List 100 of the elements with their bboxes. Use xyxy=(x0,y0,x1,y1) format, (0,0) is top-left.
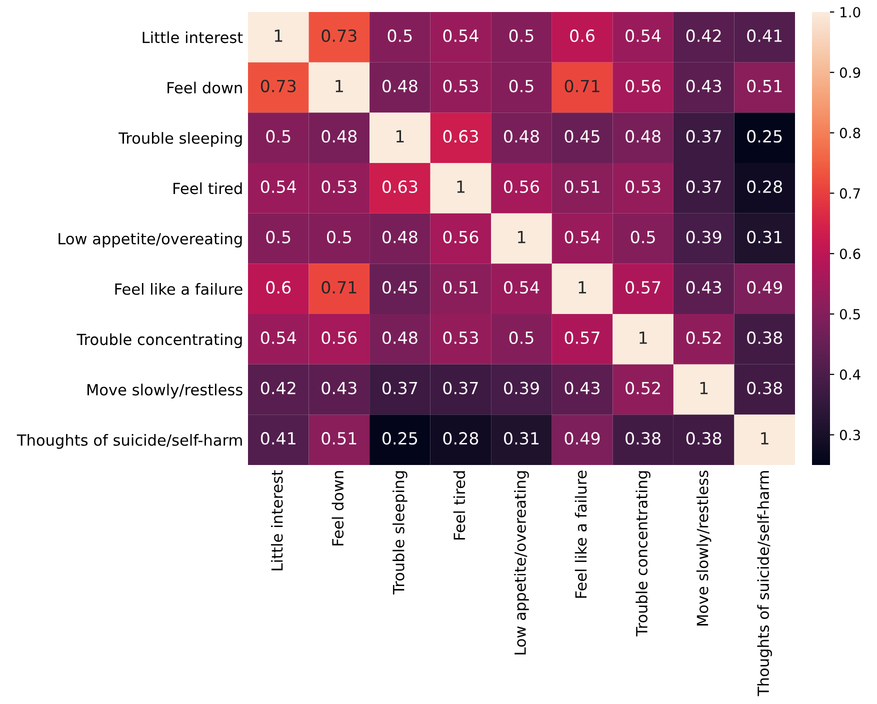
color-bar-label: 1.0 xyxy=(840,6,860,18)
data-label: 1 xyxy=(457,180,464,193)
data-label: 0.73 xyxy=(260,80,296,92)
data-label: 0.45 xyxy=(564,130,600,143)
data-label: 0.52 xyxy=(626,382,660,394)
x-tick-label: Feel tired xyxy=(453,471,466,540)
data-label: 0.41 xyxy=(260,432,296,445)
data-label: 0.51 xyxy=(747,80,782,92)
data-label: 0.31 xyxy=(747,230,782,244)
data-label: 0.38 xyxy=(747,331,782,344)
data-label: 0.48 xyxy=(382,80,418,92)
data-label: 1 xyxy=(578,281,586,294)
data-label: 0.63 xyxy=(443,130,478,143)
data-label: 0.57 xyxy=(626,281,660,294)
data-label: 0.5 xyxy=(509,80,534,92)
y-tick-label: Low appetite/overeating xyxy=(58,232,242,248)
data-label: 0.71 xyxy=(564,80,600,92)
data-label: 0.53 xyxy=(443,80,478,92)
data-label: 0.28 xyxy=(443,432,478,445)
x-tick-label: Feel like a failure xyxy=(574,470,587,598)
data-label: 0.42 xyxy=(686,29,721,42)
y-tick-label: Feel down xyxy=(168,82,242,94)
data-label: 0.51 xyxy=(443,281,478,294)
data-label: 0.37 xyxy=(686,130,721,143)
data-label: 0.63 xyxy=(382,180,418,194)
data-label: 0.5 xyxy=(266,230,290,244)
data-label: 0.43 xyxy=(686,80,722,92)
data-label: 0.5 xyxy=(388,29,412,42)
data-label: 0.6 xyxy=(266,281,291,294)
data-label: 0.45 xyxy=(382,281,418,294)
y-tick-label: Trouble concentrating xyxy=(76,333,242,348)
data-label: 0.28 xyxy=(747,180,782,194)
data-label: 0.54 xyxy=(260,331,296,344)
data-label: 0.5 xyxy=(266,130,290,143)
data-label: 0.49 xyxy=(564,432,600,445)
y-tick-label: Feel like a failure xyxy=(115,283,242,295)
data-label: 0.37 xyxy=(382,382,418,394)
data-label: 0.5 xyxy=(509,29,534,42)
y-tick-label: Trouble sleeping xyxy=(118,132,242,147)
data-label: 0.53 xyxy=(443,331,478,344)
x-tick-label: Trouble concentrating xyxy=(636,471,650,636)
data-label: 0.38 xyxy=(686,432,722,445)
data-label: 0.53 xyxy=(322,180,356,194)
data-label: 1 xyxy=(700,382,708,394)
color-bar-label: 0.7 xyxy=(840,188,860,199)
data-label: 0.73 xyxy=(322,29,356,42)
data-label: 0.56 xyxy=(322,331,357,344)
data-label: 0.43 xyxy=(322,382,356,394)
color-bar-label: 0.9 xyxy=(840,67,860,78)
data-label: 0.48 xyxy=(382,230,418,244)
data-label: 0.41 xyxy=(747,29,782,42)
data-label: 0.37 xyxy=(686,180,721,194)
data-label: 0.57 xyxy=(564,331,600,344)
x-tick-label: Thoughts of suicide/self-harm xyxy=(757,471,772,696)
data-label: 0.48 xyxy=(322,130,357,143)
data-label: 0.51 xyxy=(564,180,600,194)
data-label: 0.54 xyxy=(443,29,478,42)
data-label: 0.25 xyxy=(747,130,782,143)
data-label: 0.56 xyxy=(443,230,478,244)
y-tick-label: Move slowly/restless xyxy=(87,384,242,398)
data-label: 0.5 xyxy=(630,230,655,244)
data-label: 0.37 xyxy=(443,382,478,394)
data-label: 0.38 xyxy=(626,432,660,445)
data-label: 0.52 xyxy=(686,331,721,344)
data-label: 0.5 xyxy=(509,331,534,344)
y-tick-label: Feel tired xyxy=(174,182,242,194)
data-label: 0.31 xyxy=(504,432,539,445)
data-label: 0.56 xyxy=(504,180,540,194)
x-tick-label: Move slowly/restless xyxy=(696,470,712,626)
data-label: 0.38 xyxy=(747,382,782,394)
data-label: 0.42 xyxy=(260,382,296,394)
data-label: 0.49 xyxy=(747,281,782,294)
data-label: 1 xyxy=(336,80,343,92)
data-label: 0.5 xyxy=(327,230,351,244)
data-label: 0.54 xyxy=(564,230,600,244)
data-label: 1 xyxy=(761,432,768,444)
color-bar-label: 0.8 xyxy=(840,128,860,138)
data-label: 0.39 xyxy=(686,230,722,244)
color-bar-label: 0.5 xyxy=(840,308,860,320)
data-label: 0.43 xyxy=(686,281,722,294)
x-tick-label: Trouble sleeping xyxy=(392,471,408,594)
data-label: 0.71 xyxy=(322,281,356,294)
x-tick-label: Feel down xyxy=(332,471,344,546)
color-bar-label: 0.4 xyxy=(840,369,860,380)
data-label: 1 xyxy=(396,130,404,142)
data-label: 0.54 xyxy=(504,281,540,294)
data-label: 0.54 xyxy=(260,180,296,194)
data-label: 0.53 xyxy=(626,180,660,194)
data-label: 0.39 xyxy=(504,382,539,394)
data-label: 0.48 xyxy=(382,331,418,344)
data-label: 0.6 xyxy=(570,29,594,42)
data-label: 0.48 xyxy=(626,130,660,143)
data-label: 0.48 xyxy=(504,130,539,143)
data-label: 0.25 xyxy=(382,432,418,445)
data-label: 1 xyxy=(274,30,282,42)
x-tick-label: Low appetite/overeating xyxy=(514,471,529,654)
data-label: 0.43 xyxy=(564,382,600,394)
y-tick-label: Thoughts of suicide/self-harm xyxy=(16,434,242,449)
data-label: 1 xyxy=(640,332,647,344)
color-bar-label: 0.3 xyxy=(840,430,860,440)
